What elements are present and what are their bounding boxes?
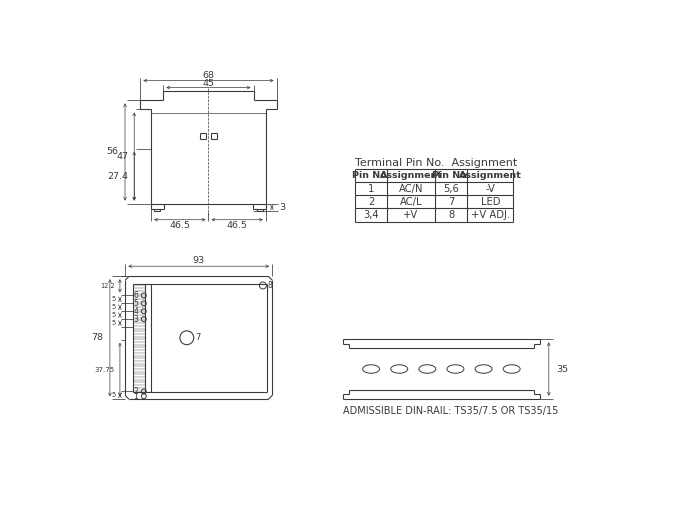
- Text: 3: 3: [134, 314, 138, 324]
- Text: 1: 1: [368, 184, 374, 194]
- Text: +V ADJ.: +V ADJ.: [470, 210, 510, 220]
- Text: 93: 93: [193, 256, 205, 265]
- Text: 2: 2: [368, 197, 374, 207]
- Text: 3: 3: [280, 203, 286, 212]
- Text: Pin No.: Pin No.: [352, 171, 390, 180]
- Text: 78: 78: [91, 333, 103, 342]
- Text: 56: 56: [106, 148, 118, 156]
- Text: Assignment: Assignment: [380, 171, 442, 180]
- Text: 46.5: 46.5: [226, 221, 247, 229]
- Text: Assignment: Assignment: [459, 171, 521, 180]
- Text: 1: 1: [134, 392, 138, 401]
- Text: 7: 7: [195, 333, 201, 342]
- Text: 37.75: 37.75: [94, 367, 115, 372]
- Text: +V: +V: [403, 210, 419, 220]
- Text: 6: 6: [134, 291, 138, 300]
- Text: 3,4: 3,4: [363, 210, 379, 220]
- Text: 46.5: 46.5: [169, 221, 190, 229]
- Text: 47: 47: [116, 152, 128, 161]
- Text: ADMISSIBLE DIN-RAIL: TS35/7.5 OR TS35/15: ADMISSIBLE DIN-RAIL: TS35/7.5 OR TS35/15: [343, 406, 559, 416]
- Text: 8: 8: [448, 210, 454, 220]
- Text: 2: 2: [134, 387, 138, 396]
- Text: 35: 35: [556, 365, 568, 373]
- Text: 5: 5: [111, 296, 115, 303]
- Text: 8: 8: [268, 281, 272, 290]
- Text: 5: 5: [111, 312, 115, 318]
- Text: Pin No.: Pin No.: [432, 171, 470, 180]
- Text: 27.4: 27.4: [107, 171, 128, 181]
- Text: 5: 5: [111, 304, 115, 310]
- Text: 5: 5: [134, 299, 138, 308]
- Text: 5: 5: [111, 393, 115, 398]
- Text: 12.2: 12.2: [101, 283, 115, 289]
- Text: LED: LED: [480, 197, 500, 207]
- Text: 5,6: 5,6: [443, 184, 459, 194]
- Text: 45: 45: [203, 79, 215, 88]
- Text: 5: 5: [111, 320, 115, 326]
- Text: 4: 4: [134, 307, 138, 316]
- Text: -V: -V: [485, 184, 495, 194]
- Text: AC/L: AC/L: [400, 197, 422, 207]
- Text: Terminal Pin No.  Assignment: Terminal Pin No. Assignment: [355, 159, 517, 168]
- Text: 7: 7: [448, 197, 454, 207]
- Text: 68: 68: [203, 71, 215, 80]
- Text: AC/N: AC/N: [398, 184, 423, 194]
